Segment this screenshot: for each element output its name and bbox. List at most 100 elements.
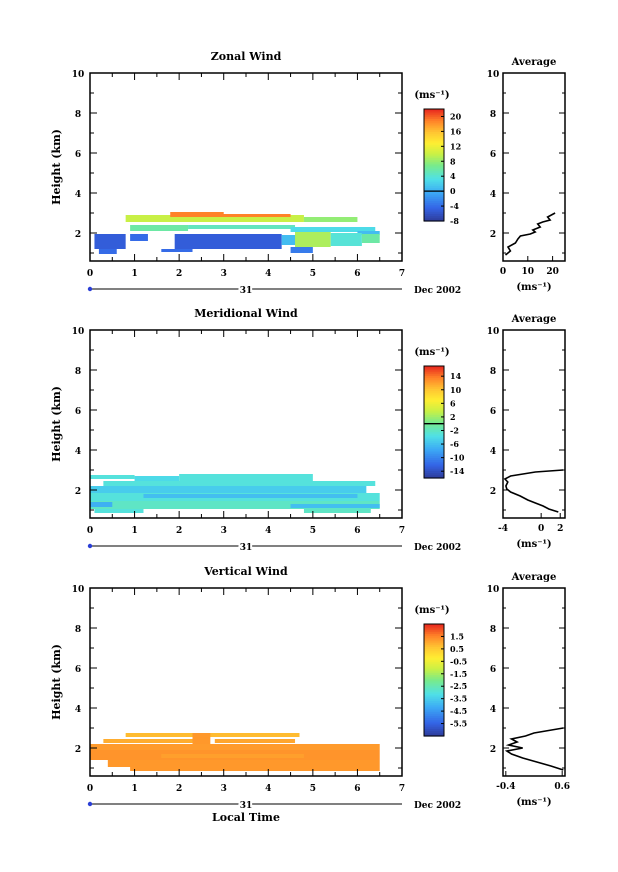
panel-0-average-title: Average — [511, 57, 557, 68]
panel-0-date-label: 31 — [240, 286, 253, 296]
panel-2-cell-6 — [107, 760, 380, 767]
panel-2-colorbar-seg — [424, 672, 444, 675]
panel-1-colorbar-seg — [424, 408, 444, 412]
panel-2-colorbar-seg — [424, 704, 444, 707]
panel-1-colorbar-seg — [424, 453, 444, 457]
panel-2-colorbar-seg — [424, 732, 444, 735]
panel-2-xtick-label: 3 — [221, 784, 227, 794]
panel-1-colorbar-seg — [424, 451, 444, 455]
panel-0-cell-0 — [125, 215, 304, 222]
panel-0-average-ytick-label: 4 — [490, 190, 496, 200]
panel-2-colorbar-seg — [424, 678, 444, 681]
panel-0-colorbar-label: 12 — [450, 141, 461, 151]
panel-1-colorbar-seg — [424, 459, 444, 462]
panel-0-colorbar-seg — [424, 206, 444, 209]
panel-1-colorbar-seg — [424, 427, 444, 431]
panel-2-colorbar-seg — [424, 719, 444, 722]
panel-2-colorbar-seg — [424, 708, 444, 711]
panel-0-cell-13 — [330, 233, 362, 246]
panel-1-colorbar-seg — [424, 446, 444, 449]
panel-0-colorbar-seg — [424, 198, 444, 202]
panel-1-month-label: Dec 2002 — [414, 543, 461, 553]
panel-1-colorbar-seg — [424, 405, 444, 408]
panel-2-average-frame — [502, 587, 566, 777]
panel-0-ylabel: Height (km) — [50, 129, 63, 205]
panel-2-colorbar-seg — [424, 659, 444, 662]
panel-0-average-xtick-label: 20 — [546, 267, 559, 277]
panel-2-cell-0 — [125, 733, 300, 737]
panel-2-xtick-label: 0 — [87, 784, 93, 794]
panel-2-cell-7 — [130, 767, 380, 771]
panel-2-colorbar-seg — [424, 722, 444, 726]
panel-1-cell-10 — [94, 509, 144, 513]
panel-0-colorbar-seg — [424, 187, 444, 190]
panel-1-cell-3 — [103, 481, 376, 486]
panel-2-date-label: 31 — [240, 801, 253, 811]
panel-2-colorbar-seg — [424, 668, 444, 672]
panel-2-colorbar-seg — [424, 653, 444, 657]
panel-2-colorbar-seg — [424, 638, 444, 642]
panel-1-ylabel: Height (km) — [50, 386, 63, 462]
panel-0-colorbar-seg — [424, 151, 444, 155]
panel-0-cell-17 — [290, 247, 313, 253]
panel-2-colorbar-seg — [424, 625, 444, 629]
panel-0-colorbar-seg — [424, 137, 444, 140]
panel-0-colorbar-seg — [424, 129, 444, 132]
panel-0-average-xtick-label: 0 — [500, 267, 506, 277]
panel-2-month-label: Dec 2002 — [414, 801, 461, 811]
panel-2-average-xtick-label: 0.6 — [554, 782, 570, 792]
panel-2-colorbar-label: -2.5 — [450, 681, 467, 691]
panel-1-colorbar-seg — [424, 388, 444, 391]
panel-1-colorbar-seg — [424, 379, 444, 382]
panel-0-month-label: Dec 2002 — [414, 286, 461, 296]
panel-1-xtick-label: 3 — [221, 526, 227, 536]
panel-0-average-xtick-label: 10 — [522, 267, 535, 277]
panel-2-colorbar-seg — [424, 670, 444, 674]
panel-2-average-ytick-label: 10 — [487, 585, 500, 595]
panel-0-colorbar-seg — [424, 140, 444, 144]
panel-2-colorbar-seg — [424, 650, 444, 653]
panel-0-colorbar-seg — [424, 153, 444, 157]
panel-0-colorbar-seg — [424, 168, 444, 172]
panel-1-colorbar-seg — [424, 390, 444, 393]
panel-2-xlabel: Local Time — [212, 811, 280, 824]
panel-1-colorbar-seg — [424, 392, 444, 395]
panel-2-average-ytick-label: 2 — [490, 745, 496, 755]
panel-2-ytick-label: 8 — [75, 625, 81, 635]
panel-0-xtick-label: 2 — [176, 269, 182, 279]
panel-0-colorbar-seg — [424, 144, 444, 147]
panel-0-average-ytick-label: 2 — [490, 230, 496, 240]
panel-0-colorbar-seg — [424, 161, 444, 164]
panel-2-colorbar-seg — [424, 693, 444, 696]
panel-0-cell-2 — [170, 214, 291, 217]
panel-2-xtick-label: 1 — [131, 784, 137, 794]
panel-0-colorbar-seg — [424, 138, 444, 142]
panel-2-average-ytick-label: 4 — [490, 705, 496, 715]
panel-1-cell-2 — [179, 474, 313, 481]
panel-2-colorbar-seg — [424, 698, 444, 702]
panel-1-colorbar-label: -10 — [450, 453, 465, 463]
panel-0-colorbar-seg — [424, 120, 444, 123]
panel-0-ytick-label: 10 — [72, 70, 85, 80]
panel-1-colorbar-seg — [424, 380, 444, 384]
panel-1-ytick-label: 6 — [75, 407, 81, 417]
panel-1-average-ytick-label: 8 — [490, 367, 496, 377]
panel-0-colorbar-seg — [424, 135, 444, 138]
panel-1-xtick-label: 0 — [87, 526, 93, 536]
panel-1-average-ytick-label: 2 — [490, 487, 496, 497]
panel-0-colorbar-seg — [424, 196, 444, 200]
panel-2-colorbar-seg — [424, 644, 444, 647]
panel-2-colorbar-seg — [424, 624, 444, 627]
panel-2-colorbar-seg — [424, 646, 444, 649]
panel-1-average-ytick-label: 10 — [487, 327, 500, 337]
panel-1-colorbar-seg — [424, 431, 444, 434]
panel-0-xtick-label: 6 — [354, 269, 360, 279]
panel-2-colorbar-seg — [424, 635, 444, 638]
panel-0-cell-9 — [130, 234, 148, 241]
panel-1-colorbar-seg — [424, 470, 444, 473]
panel-0-colorbar-seg — [424, 179, 444, 183]
panel-1-xtick-label: 7 — [399, 526, 405, 536]
panel-0-colorbar-seg — [424, 122, 444, 125]
panel-0-colorbar-seg — [424, 116, 444, 119]
panel-2-average-xtick-label: -0.4 — [496, 782, 515, 792]
